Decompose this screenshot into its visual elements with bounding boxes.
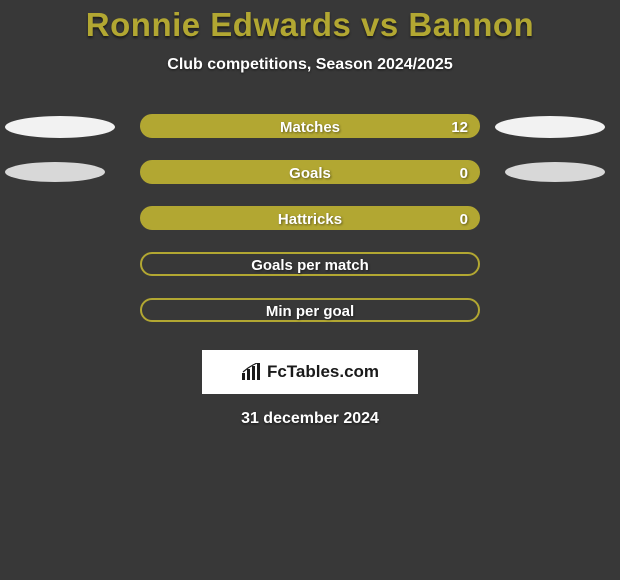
stat-bar: Goals0: [140, 160, 480, 184]
right-ellipse: [505, 162, 605, 182]
stat-row: Min per goal: [0, 298, 620, 344]
stat-bar: Min per goal: [140, 298, 480, 322]
stat-value: 0: [460, 162, 468, 186]
left-ellipse: [5, 116, 115, 138]
logo: FcTables.com: [241, 362, 379, 382]
stat-bar: Hattricks0: [140, 206, 480, 230]
stat-bar: Matches12: [140, 114, 480, 138]
right-ellipse: [495, 116, 605, 138]
subtitle: Club competitions, Season 2024/2025: [0, 56, 620, 74]
stat-bar: Goals per match: [140, 252, 480, 276]
stat-label: Min per goal: [142, 300, 478, 324]
stat-row: Goals per match: [0, 252, 620, 298]
stat-label: Hattricks: [142, 208, 478, 232]
logo-box: FcTables.com: [202, 350, 418, 394]
stat-label: Matches: [142, 116, 478, 140]
stat-label: Goals per match: [142, 254, 478, 278]
stat-rows: Matches12Goals0Hattricks0Goals per match…: [0, 114, 620, 344]
barchart-icon: [241, 363, 263, 381]
stat-value: 12: [451, 116, 468, 140]
date-text: 31 december 2024: [0, 410, 620, 428]
stat-row: Hattricks0: [0, 206, 620, 252]
logo-text: FcTables.com: [267, 362, 379, 382]
stat-value: 0: [460, 208, 468, 232]
left-ellipse: [5, 162, 105, 182]
stat-row: Goals0: [0, 160, 620, 206]
page-title: Ronnie Edwards vs Bannon: [0, 0, 620, 44]
stat-label: Goals: [142, 162, 478, 186]
stat-row: Matches12: [0, 114, 620, 160]
